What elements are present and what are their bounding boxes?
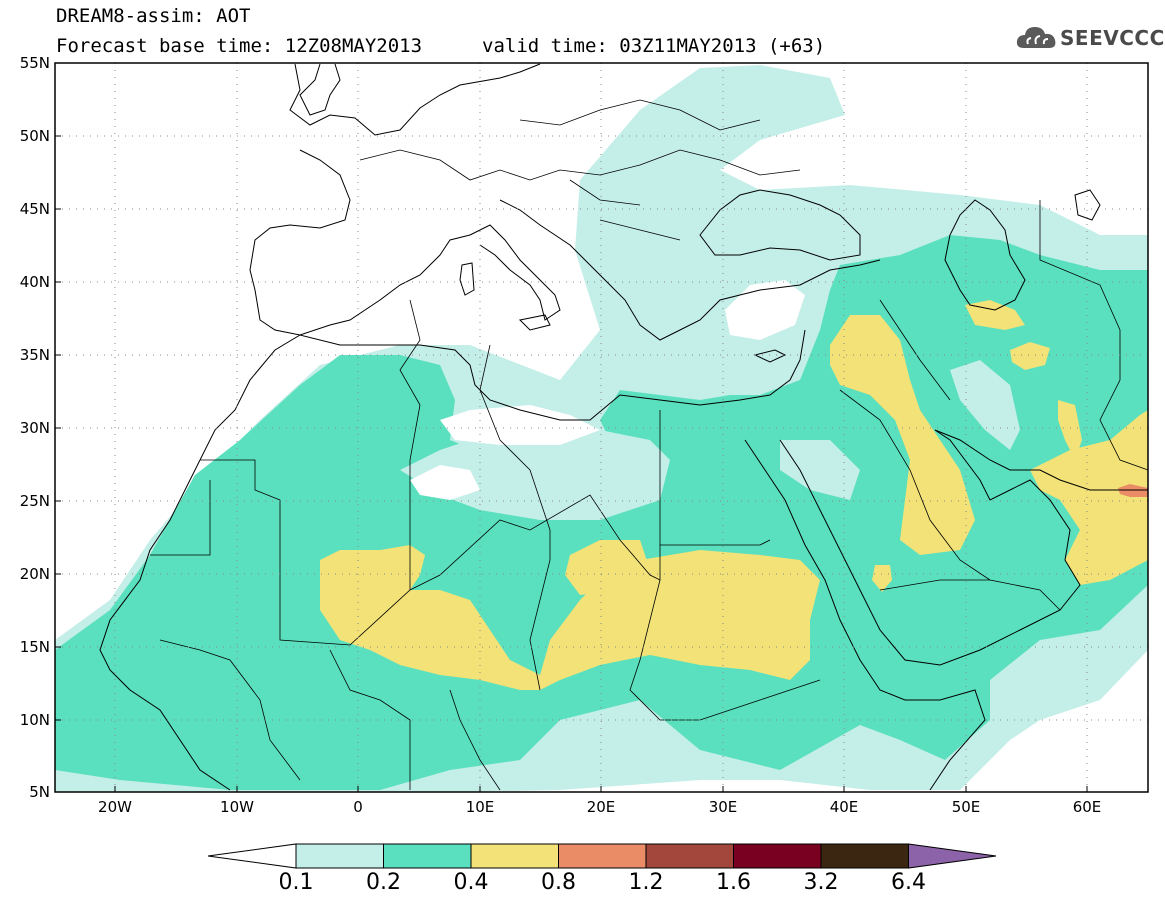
colorbar-swatch-0-1 (295, 843, 384, 869)
france-spain-coastline (249, 149, 471, 336)
sicily-coastline (518, 314, 551, 331)
europe-borders (359, 99, 801, 241)
aot-contour-0-4-iran-south (1058, 400, 1082, 460)
colorbar-lower-arrow (207, 843, 297, 869)
longitude-labels: 20W 10W 0 10E 20E 30E 40E 50E 60E (98, 798, 1101, 816)
europe-coastline (289, 63, 541, 136)
colorbar-upper-arrow (908, 843, 997, 869)
cyprus-coastline (753, 349, 787, 363)
lat-label-15n: 15N (20, 638, 50, 656)
forecast-base-time: Forecast base time: 12Z08MAY2013 (56, 35, 423, 57)
lon-label-50e: 50E (952, 798, 981, 816)
map-title: DREAM8-assim: AOT (56, 5, 251, 27)
colorbar-label-1-2: 1.2 (628, 870, 664, 895)
axis-ticks (55, 62, 1088, 792)
colorbar-label-0-1: 0.1 (278, 870, 314, 895)
lon-label-20e: 20E (587, 798, 616, 816)
sahara-borders-3 (479, 344, 551, 691)
seevccc-logo: SEEVCCC (1016, 18, 1164, 58)
lon-label-10w: 10W (220, 798, 254, 816)
lon-label-30e: 30E (709, 798, 738, 816)
north-africa-coastline (199, 329, 806, 461)
aral-coastline (1074, 189, 1101, 221)
aot-contour-0-1-hole-arabia (950, 360, 1020, 450)
sudan-borders (629, 579, 821, 721)
lon-label-60e: 60E (1073, 798, 1102, 816)
country-borders (150, 99, 1148, 791)
latitude-labels: 55N 50N 45N 40N 35N 30N 25N 20N 15N 10N … (20, 54, 50, 801)
arabia-borders (839, 389, 1061, 611)
balkans-coastline (499, 199, 881, 341)
graticule (55, 63, 1148, 792)
colorbar-label-0-8: 0.8 (541, 870, 576, 895)
italy-coastline (469, 224, 561, 321)
colorbar-label-0-4: 0.4 (453, 870, 489, 895)
red-sea-coastline (744, 439, 986, 791)
lat-label-55n: 55N (20, 54, 50, 72)
lat-label-40n: 40N (20, 273, 50, 291)
west-africa-borders (150, 480, 501, 791)
lat-label-35n: 35N (20, 346, 50, 364)
sardinia-coastline (459, 262, 475, 296)
aot-contour-clear-anatolia (725, 280, 805, 340)
lat-label-5n: 5N (29, 783, 50, 801)
aot-contour-0-4-red-sea (872, 565, 892, 592)
aot-contour-0-1-hole-sinai (780, 440, 860, 500)
colorbar-swatch-0-2 (383, 843, 472, 869)
sahara-borders-2 (399, 299, 421, 590)
sahara-borders (200, 459, 771, 646)
lat-label-10n: 10N (20, 711, 50, 729)
uk-coastline (299, 63, 341, 116)
persian-gulf-coastline (934, 429, 1148, 491)
lat-label-30n: 30N (20, 419, 50, 437)
colorbar-label-3-2: 3.2 (803, 870, 839, 895)
coastlines (99, 63, 1148, 791)
aot-contour-0-4-sahel (320, 545, 820, 690)
colorbar (207, 843, 997, 869)
colorbar-swatch-3-2 (820, 843, 909, 869)
aot-contour-clear-algeria (410, 465, 480, 500)
aot-contour-0-4-iraq (830, 315, 975, 555)
arabia-coastline (779, 429, 1081, 666)
lon-label-10e: 10E (466, 798, 495, 816)
aot-contour-0-1-hole-sahara (400, 430, 670, 520)
colorbar-label-6-4: 6.4 (891, 870, 926, 895)
logo-text: SEEVCCC (1060, 26, 1165, 50)
aot-contour-0-4-chad (565, 540, 650, 595)
lat-label-45n: 45N (20, 200, 50, 218)
valid-time: valid time: 03Z11MAY2013 (+63) (482, 35, 826, 57)
aot-contour-0-4-iran (1010, 342, 1050, 370)
lat-label-25n: 25N (20, 492, 50, 510)
colorbar-swatch-1-2 (645, 843, 734, 869)
black-sea-coastline (699, 189, 861, 261)
colorbar-swatch-0-4 (470, 843, 559, 869)
colorbar-swatch-1-6 (733, 843, 822, 869)
lon-label-40e: 40E (830, 798, 859, 816)
colorbar-swatch-0-8 (558, 843, 647, 869)
lon-label-20w: 20W (98, 798, 132, 816)
colorbar-label-1-6: 1.6 (716, 870, 751, 895)
lon-label-0: 0 (353, 798, 363, 816)
west-africa-coastline (99, 459, 231, 791)
cloud-icon (1016, 27, 1056, 48)
caspian-coastline (944, 199, 1026, 311)
lat-label-50n: 50N (20, 127, 50, 145)
lat-label-20n: 20N (20, 565, 50, 583)
colorbar-label-0-2: 0.2 (366, 870, 401, 895)
aot-contour-0-4-oman (1030, 410, 1148, 585)
